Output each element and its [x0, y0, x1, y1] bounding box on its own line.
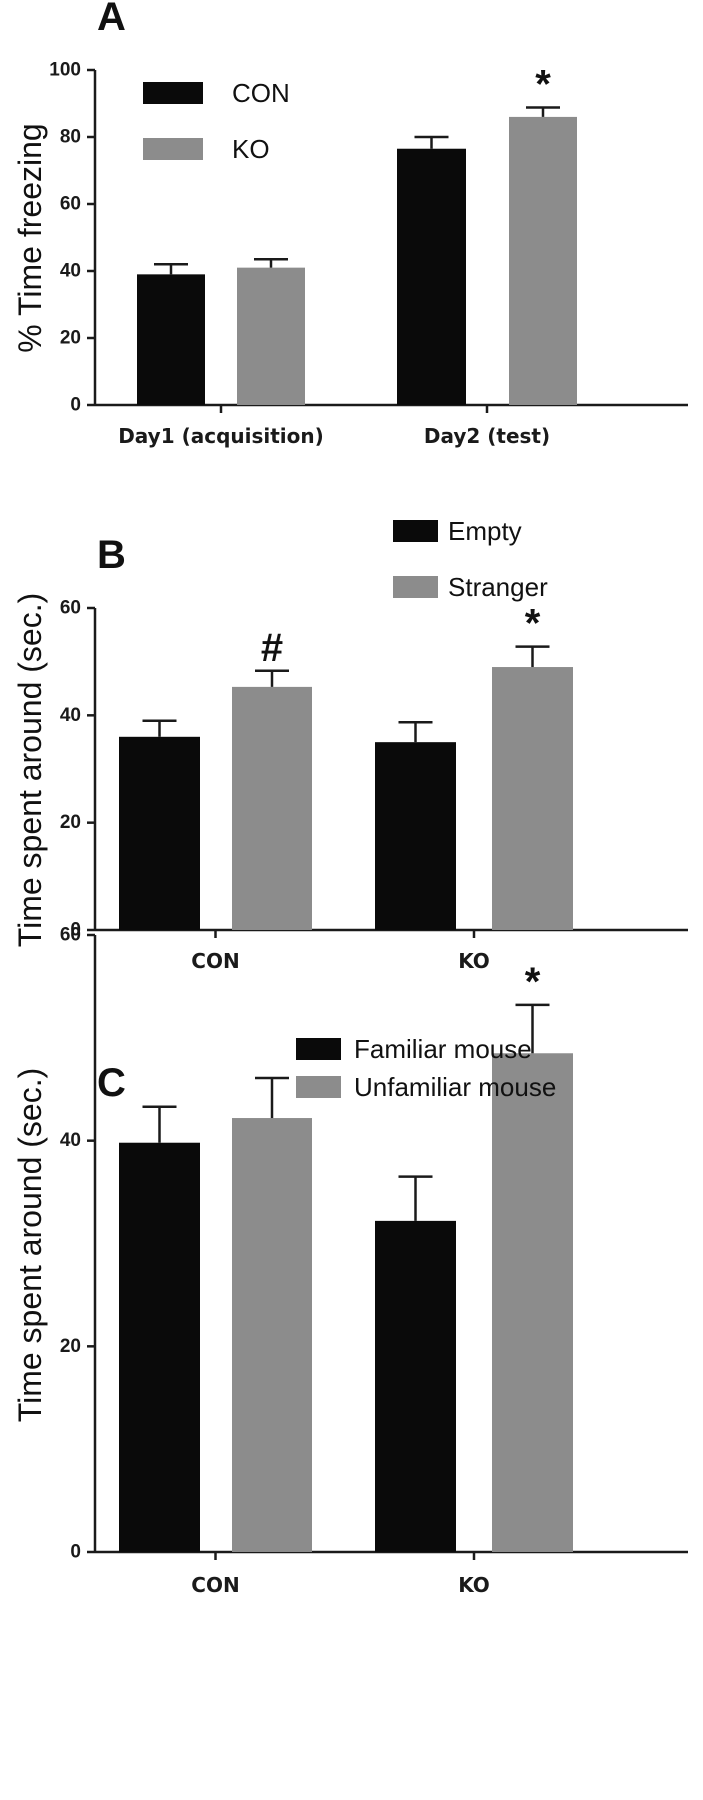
panel-a-letter: A	[97, 0, 126, 39]
panel-a-bar-day1-acquisition--con	[137, 274, 205, 405]
panel-a-y-tick-label: 40	[60, 261, 81, 282]
panel-c-bar-con-unfamiliar-mouse	[232, 1118, 312, 1552]
panel-c-legend-label: Unfamiliar mouse	[354, 1072, 556, 1102]
panel-c-x-tick-label: KO	[458, 1573, 490, 1597]
panel-a-legend-swatch	[143, 138, 203, 160]
panel-c-bar-ko-unfamiliar-mouse	[492, 1053, 573, 1552]
panel-a-legend-swatch	[143, 82, 203, 104]
panel-c-legend-label: Familiar mouse	[354, 1034, 532, 1064]
panel-a-y-tick-label: 0	[70, 395, 81, 416]
panel-b-significance-mark: *	[525, 602, 541, 646]
panel-b-legend-label: Stranger	[448, 572, 548, 602]
panel-b-y-axis-label: Time spent around (sec.)	[12, 593, 48, 948]
panel-b-legend-swatch	[393, 520, 438, 542]
panel-a-bar-day1-acquisition--ko	[237, 267, 305, 405]
panel-a-x-tick-label: Day1 (acquisition)	[118, 424, 324, 448]
panel-c-y-tick-label: 0	[70, 1542, 81, 1563]
panel-b-bar-con-stranger	[232, 686, 312, 930]
panel-a-x-tick-label: Day2 (test)	[424, 424, 550, 448]
panel-c-y-axis-label: Time spent around (sec.)	[12, 1068, 48, 1423]
panel-c-x-tick-label: CON	[191, 1573, 239, 1597]
panel-c-bar-ko-familiar-mouse	[375, 1220, 456, 1552]
panel-c-letter: C	[97, 1061, 126, 1105]
panel-b-y-tick-label: 20	[60, 812, 81, 833]
panel-a-significance-mark: *	[535, 63, 551, 107]
panel-a-y-tick-label: 20	[60, 328, 81, 349]
panel-b-x-tick-label: CON	[191, 949, 239, 973]
panel-b-x-tick-label: KO	[458, 949, 490, 973]
panel-b-bar-ko-empty	[375, 742, 456, 930]
panel-c-bar-con-familiar-mouse	[119, 1142, 200, 1552]
panel-c-y-tick-label: 20	[60, 1336, 81, 1357]
panel-a-y-axis-label: % Time freezing	[12, 123, 48, 352]
panel-b-y-tick-label: 0	[70, 920, 81, 941]
panel-c-y-tick-label: 60	[60, 925, 81, 946]
panel-a-legend-label: CON	[232, 78, 290, 108]
panel-b-y-tick-label: 60	[60, 598, 81, 619]
panel-a-y-tick-label: 60	[60, 194, 81, 215]
panel-c-significance-mark: *	[525, 960, 541, 1004]
panel-a-legend-label: KO	[232, 134, 270, 164]
panel-c-legend-swatch	[296, 1076, 341, 1098]
panel-a-bar-day2-test--ko	[509, 116, 577, 406]
panel-b-letter: B	[97, 533, 126, 577]
panel-b-significance-mark: #	[261, 626, 283, 670]
panel-b-legend-label: Empty	[448, 516, 522, 546]
panel-a-y-tick-label: 100	[49, 60, 81, 81]
panel-a-bar-day2-test--con	[397, 148, 466, 405]
panel-c-legend-swatch	[296, 1038, 341, 1060]
panel-b-bar-ko-stranger	[492, 667, 573, 930]
panel-b-bar-con-empty	[119, 736, 200, 930]
panel-b-y-tick-label: 40	[60, 705, 81, 726]
panel-a-y-tick-label: 80	[60, 127, 81, 148]
panel-b-legend-swatch	[393, 576, 438, 598]
panel-c-y-tick-label: 40	[60, 1130, 81, 1151]
